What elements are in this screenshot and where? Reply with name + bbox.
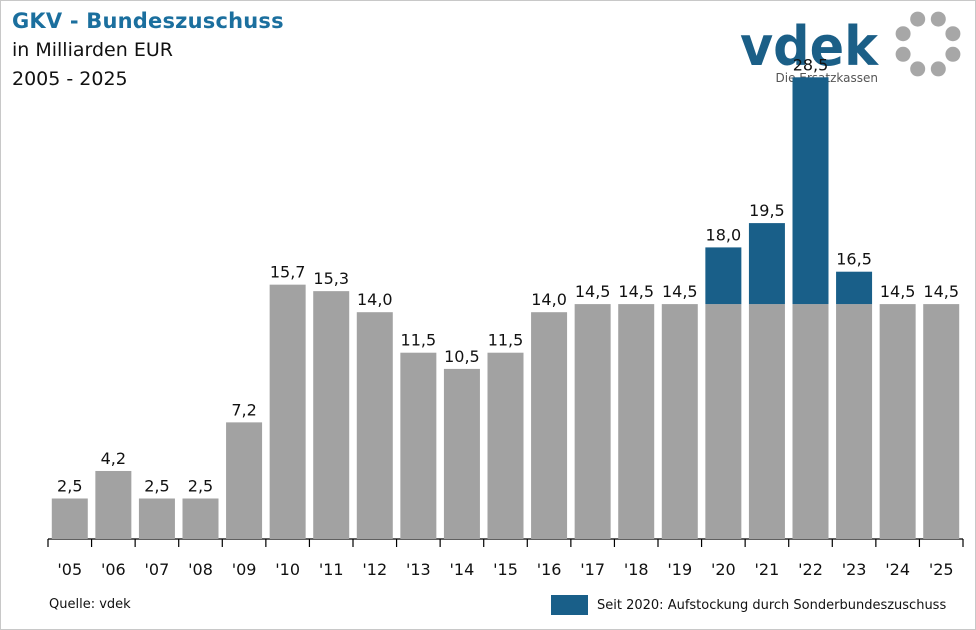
bar-value-label: 14,0: [357, 290, 393, 309]
x-tick-label: '09: [232, 560, 257, 579]
x-tick-label: '21: [755, 560, 780, 579]
x-tick-label: '12: [362, 560, 387, 579]
bar-value-label: 14,5: [618, 282, 654, 301]
logo-ring-dot: [895, 46, 911, 62]
bar-value-label: 14,5: [880, 282, 916, 301]
logo-ring-dot: [910, 61, 926, 77]
bar-base: [443, 368, 480, 539]
vdek-logo: vdek Die Ersatzkassen: [740, 11, 961, 85]
x-tick-label: '07: [145, 560, 170, 579]
source-note: Quelle: vdek: [49, 597, 131, 612]
x-tick-label: '11: [319, 560, 344, 579]
x-tick-label: '17: [580, 560, 605, 579]
bar-base: [705, 304, 742, 539]
x-tick-label: '10: [275, 560, 300, 579]
logo-ring-dot: [930, 11, 946, 27]
bar-value-label: 11,5: [401, 331, 437, 350]
bar-value-label: 16,5: [836, 250, 872, 269]
bar-base: [226, 422, 263, 539]
bar-sonderzuschuss: [836, 271, 873, 305]
x-tick-label: '22: [798, 560, 823, 579]
bar-value-label: 7,2: [231, 400, 256, 419]
bar-value-label: 2,5: [188, 477, 213, 496]
chart-title: GKV - Bundeszuschuss: [12, 9, 284, 33]
bar-base: [574, 304, 611, 539]
bar-base: [182, 498, 219, 539]
x-tick-label: '20: [711, 560, 736, 579]
bar-base: [661, 304, 698, 539]
logo-wordmark: vdek: [740, 15, 879, 78]
logo-ring-dot: [945, 46, 961, 62]
x-tick-label: '23: [842, 560, 867, 579]
bar-value-label: 15,7: [270, 263, 306, 282]
x-tick-label: '05: [57, 560, 82, 579]
legend: Seit 2020: Aufstockung durch Sonderbunde…: [551, 594, 946, 616]
bar-value-label: 14,0: [531, 290, 567, 309]
bar-sonderzuschuss: [705, 247, 742, 305]
x-tick-label: '16: [537, 560, 562, 579]
bar-value-label: 14,5: [923, 282, 959, 301]
bar-base: [792, 304, 829, 539]
bar-value-label: 4,2: [101, 449, 126, 468]
x-tick-label: '18: [624, 560, 649, 579]
bar-value-label: 10,5: [444, 347, 480, 366]
bar-base: [836, 304, 873, 539]
logo-ring-dot: [895, 26, 911, 42]
bar-value-label: 2,5: [144, 477, 169, 496]
bar-value-label: 19,5: [749, 201, 785, 220]
bar-base: [400, 352, 437, 539]
bar-value-label: 28,5: [793, 55, 829, 74]
bar-value-label: 18,0: [706, 225, 742, 244]
logo-ring-dot: [930, 61, 946, 77]
bar-base: [531, 312, 568, 539]
legend-swatch: [551, 595, 588, 615]
x-tick-label: '15: [493, 560, 518, 579]
bar-value-label: 15,3: [313, 269, 349, 288]
bar-value-label: 14,5: [662, 282, 698, 301]
bar-base: [618, 304, 655, 539]
bar-base: [313, 291, 350, 539]
bar-value-label: 14,5: [575, 282, 611, 301]
x-tick-label: '08: [188, 560, 213, 579]
logo-ring-icon: [895, 11, 961, 77]
bar-sonderzuschuss: [748, 223, 785, 305]
x-tick-label: '25: [929, 560, 954, 579]
x-tick-label: '24: [885, 560, 910, 579]
bar-base: [95, 470, 132, 539]
bar-value-label: 2,5: [57, 477, 82, 496]
x-tick-label: '19: [667, 560, 692, 579]
bar-base: [487, 352, 524, 539]
bar-sonderzuschuss: [792, 77, 829, 305]
logo-ring-dot: [945, 26, 961, 42]
bar-base: [51, 498, 88, 539]
bar-base: [748, 304, 785, 539]
bar-value-label: 11,5: [488, 331, 524, 350]
legend-label: Seit 2020: Aufstockung durch Sonderbunde…: [597, 597, 947, 613]
x-tick-label: '14: [450, 560, 475, 579]
bar-base: [356, 312, 393, 539]
bar-base: [269, 284, 306, 539]
chart-subtitle: in Milliarden EUR: [12, 39, 173, 61]
bar-base: [923, 304, 960, 539]
x-tick-label: '06: [101, 560, 126, 579]
chart-period: 2005 - 2025: [12, 68, 128, 90]
logo-ring-dot: [910, 11, 926, 27]
bar-base: [138, 498, 175, 539]
bar-base: [879, 304, 916, 539]
x-tick-label: '13: [406, 560, 431, 579]
